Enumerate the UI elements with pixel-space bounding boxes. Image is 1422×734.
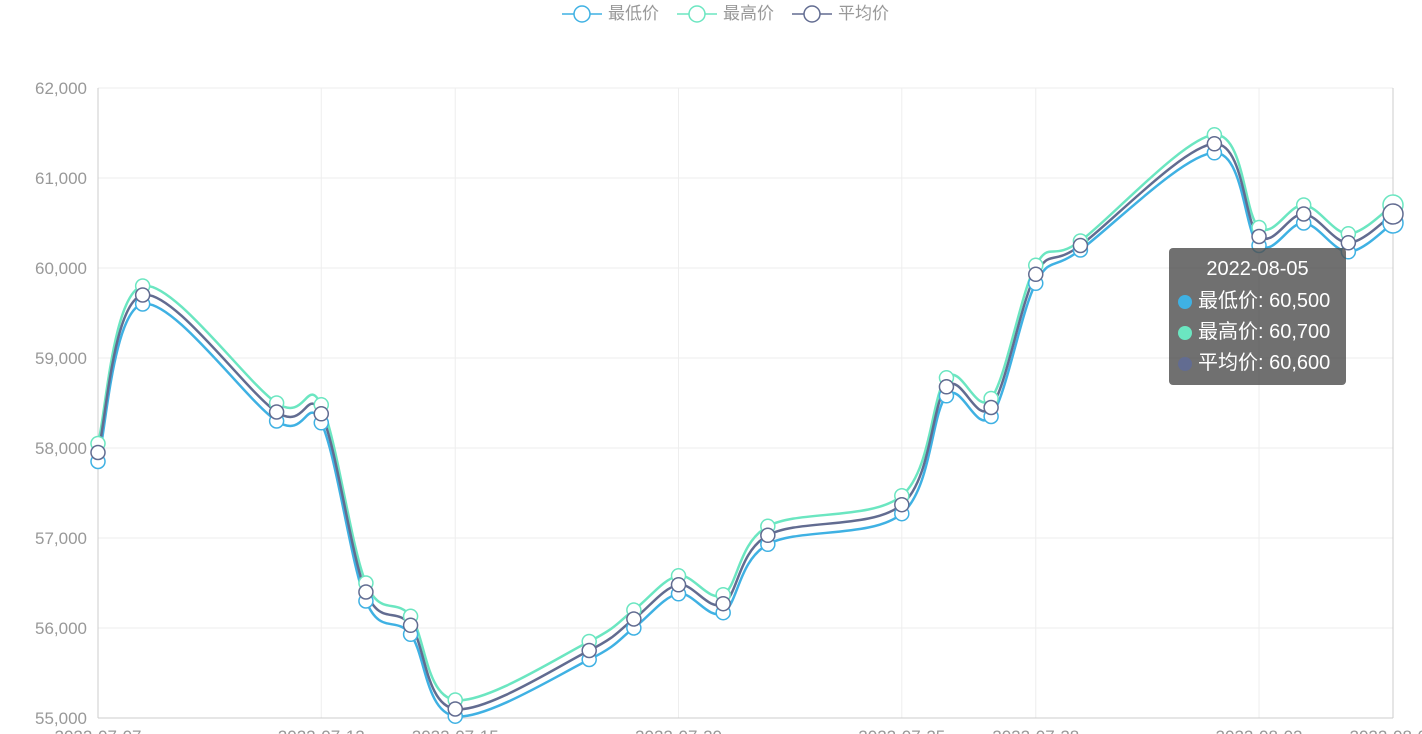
data-point[interactable] xyxy=(760,527,776,544)
y-tick-label: 58,000 xyxy=(35,439,87,458)
axes xyxy=(97,88,1394,719)
series-line-0 xyxy=(96,151,1394,718)
legend-marker xyxy=(573,5,591,23)
legend-label: 最低价 xyxy=(608,4,659,23)
tooltip-dot-avg xyxy=(1178,356,1192,371)
y-tick-label: 59,000 xyxy=(35,349,87,368)
tooltip-dot-low xyxy=(1178,294,1192,309)
legend-item-2[interactable]: 平均价 xyxy=(792,4,889,23)
y-tick-label: 62,000 xyxy=(35,79,87,98)
y-tick-label: 60,000 xyxy=(35,259,87,278)
x-tick-label: 2022-07-20 xyxy=(635,727,722,734)
y-tick-label: 57,000 xyxy=(35,529,87,548)
tooltip-row-high: 最高价: 60,700 xyxy=(1178,317,1346,348)
tooltip-dot-high xyxy=(1178,325,1192,340)
data-point[interactable] xyxy=(983,399,999,416)
data-point[interactable] xyxy=(1072,237,1089,254)
data-point[interactable] xyxy=(894,496,910,513)
data-point[interactable] xyxy=(268,404,285,420)
grid-lines xyxy=(98,87,1393,718)
legend-label: 最高价 xyxy=(723,4,774,23)
legend-item-0[interactable]: 最低价 xyxy=(562,4,659,23)
legend-marker xyxy=(803,5,821,23)
tooltip-date: 2022-08-05 xyxy=(1206,258,1309,280)
data-point[interactable] xyxy=(1382,203,1404,225)
data-point[interactable] xyxy=(402,617,419,634)
data-point[interactable] xyxy=(626,611,642,627)
x-tick-label: 2022-08-02 xyxy=(1216,727,1303,734)
data-point[interactable] xyxy=(313,406,330,422)
x-tick-label: 2022-07-15 xyxy=(412,727,499,734)
y-tick-label: 61,000 xyxy=(35,169,87,188)
data-point[interactable] xyxy=(938,379,955,395)
data-point[interactable] xyxy=(715,595,731,612)
data-point[interactable] xyxy=(90,444,106,461)
series-lines xyxy=(96,133,1394,718)
x-tick-label: 2022-07-25 xyxy=(858,727,945,734)
legend-item-1[interactable]: 最高价 xyxy=(677,4,774,23)
data-point[interactable] xyxy=(581,642,597,659)
data-point[interactable] xyxy=(358,584,374,600)
tooltip-label-low: 最低价: 60,500 xyxy=(1198,290,1331,312)
x-tick-label: 2022-07-12 xyxy=(278,727,365,734)
tooltip-row-low: 最低价: 60,500 xyxy=(1178,286,1346,317)
data-point[interactable] xyxy=(1028,266,1044,283)
data-point[interactable] xyxy=(1295,206,1312,222)
data-point[interactable] xyxy=(1340,235,1357,251)
legend[interactable]: 最低价 最高价 平均价 xyxy=(562,4,889,23)
y-tick-label: 56,000 xyxy=(35,619,87,638)
legend-marker xyxy=(688,5,706,23)
legend-label: 平均价 xyxy=(838,4,889,23)
data-point[interactable] xyxy=(447,701,463,717)
x-tick-label: 2022-07-07 xyxy=(55,727,142,734)
data-point[interactable] xyxy=(134,287,151,303)
data-point[interactable] xyxy=(670,577,687,593)
tooltip: 2022-08-05 最低价: 60,500 最高价: 60,700 平均价: … xyxy=(1169,248,1346,385)
data-point[interactable] xyxy=(1251,228,1267,245)
y-tick-label: 55,000 xyxy=(35,709,87,728)
tooltip-label-high: 最高价: 60,700 xyxy=(1198,321,1331,343)
x-axis-ticks: 2022-07-07 2022-07-12 2022-07-15 2022-07-20… xyxy=(55,727,1422,734)
data-point[interactable] xyxy=(1206,136,1223,152)
x-tick-label: 2022-08-05 xyxy=(1350,727,1422,734)
x-tick-label: 2022-07-28 xyxy=(992,727,1079,734)
series-points[interactable] xyxy=(90,127,1404,724)
y-axis-ticks: 55,000 56,000 57,000 58,000 59,000 60,000 61,0… xyxy=(35,79,87,728)
tooltip-label-avg: 平均价: 60,600 xyxy=(1198,352,1331,374)
tooltip-row-avg: 平均价: 60,600 xyxy=(1178,348,1346,379)
